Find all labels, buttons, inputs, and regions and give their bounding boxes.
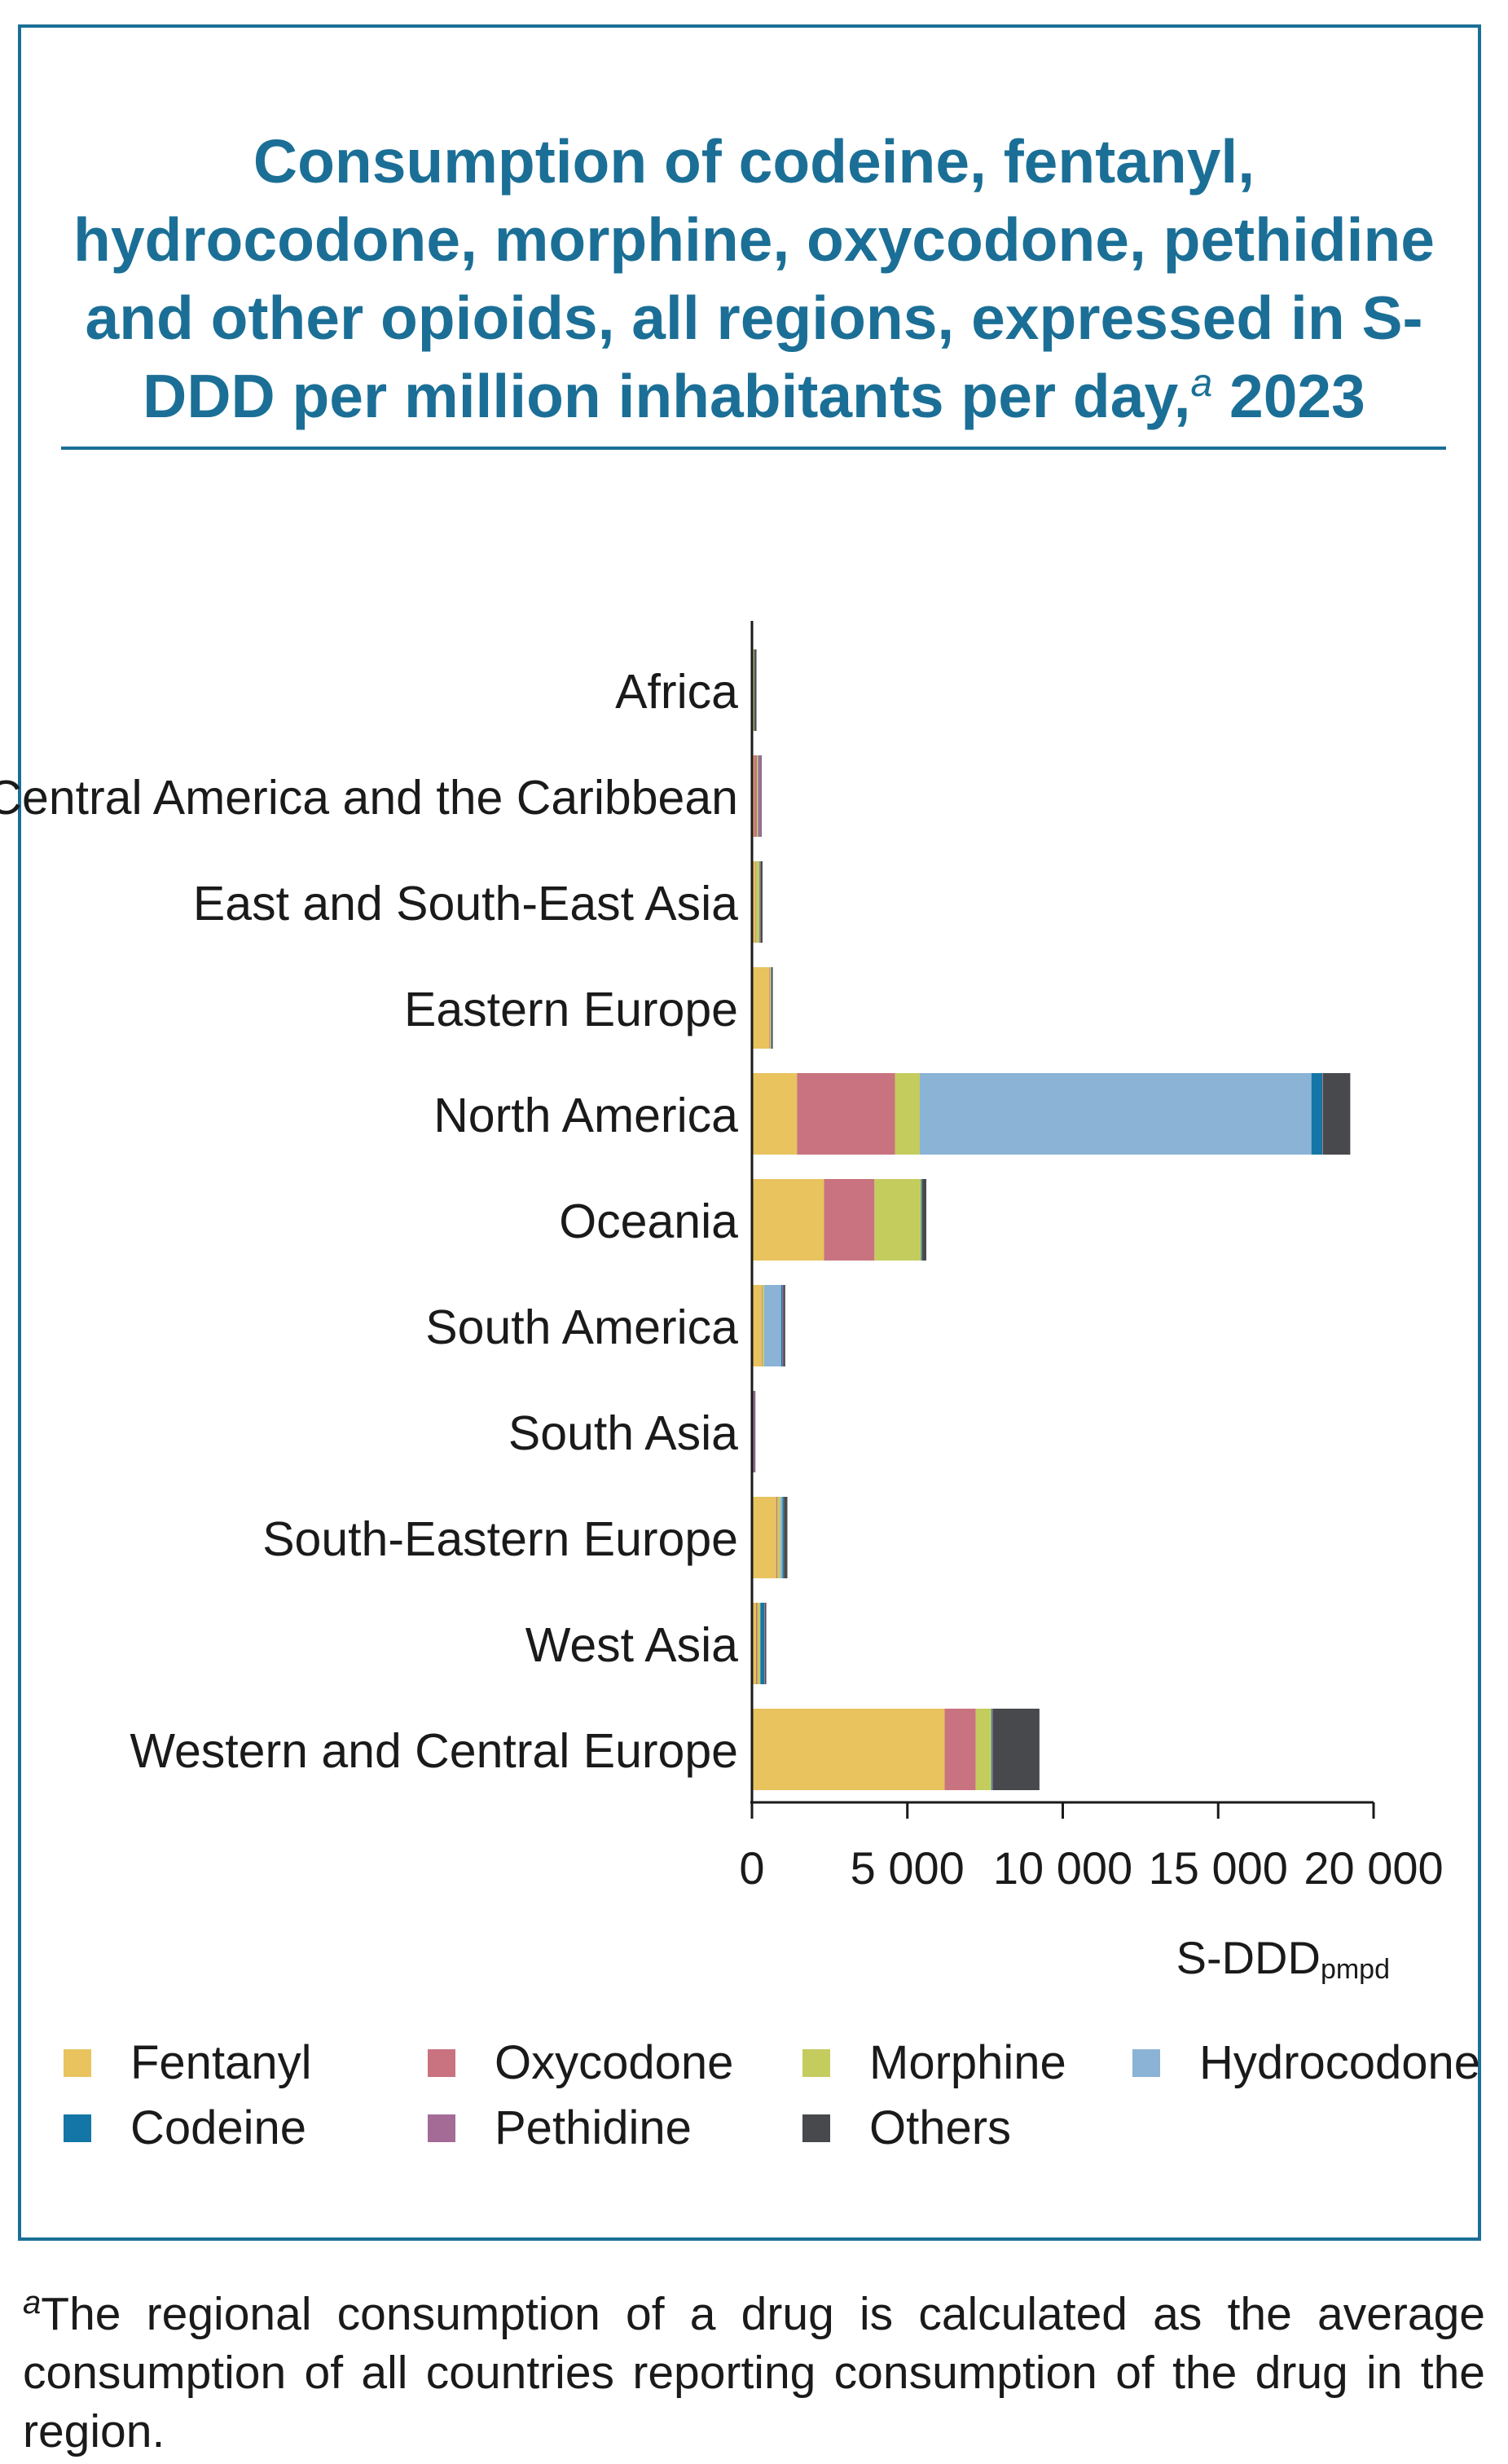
category-label-africa: Africa: [615, 665, 738, 719]
bar-south-eastern-europe-pethidine: [783, 1497, 785, 1578]
bar-eastern-europe-others: [772, 967, 773, 1049]
bar-north-america-pethidine: [1322, 1073, 1323, 1155]
category-label-western-and-central-europe: Western and Central Europe: [130, 1724, 738, 1778]
bar-east-and-south-east-asia-morphine: [755, 861, 760, 943]
bar-east-and-south-east-asia-pethidine: [759, 861, 761, 943]
footnote-text: The regional consumption of a drug is ca…: [23, 2288, 1485, 2457]
bar-east-and-south-east-asia-fentanyl: [752, 861, 755, 943]
bar-north-america-codeine: [1311, 1073, 1323, 1155]
bar-south-eastern-europe-fentanyl: [752, 1497, 776, 1578]
bar-central-america-and-the-caribbean-pethidine: [758, 755, 762, 837]
category-label-south-asia: South Asia: [508, 1406, 738, 1460]
bar-eastern-europe-fentanyl: [752, 967, 770, 1049]
x-axis-label-sub: pmpd: [1321, 1954, 1390, 1985]
bar-west-asia-oxycodone: [755, 1603, 758, 1684]
x-axis-label-main: S-DDD: [1176, 1932, 1321, 1983]
bar-west-asia-fentanyl: [752, 1603, 756, 1684]
bar-western-and-central-europe-oxycodone: [944, 1709, 976, 1790]
bar-western-and-central-europe-pethidine: [991, 1709, 993, 1790]
category-label-west-asia: West Asia: [525, 1618, 738, 1672]
bar-south-america-codeine: [780, 1285, 783, 1366]
bar-south-eastern-europe-morphine: [777, 1497, 781, 1578]
footnote-marker: a: [23, 2285, 42, 2321]
bar-eastern-europe-oxycodone: [769, 967, 771, 1049]
x-tick-label-10000: 10 000: [993, 1842, 1132, 1894]
category-label-south-america: South America: [425, 1300, 738, 1354]
bar-oceania-pethidine: [921, 1179, 923, 1261]
bar-eastern-europe-morphine: [770, 967, 772, 1049]
bar-central-america-and-the-caribbean-oxycodone: [754, 755, 758, 837]
bar-south-eastern-europe-oxycodone: [776, 1497, 778, 1578]
title-main: Consumption of codeine, fentanyl, hydroc…: [73, 127, 1435, 430]
bar-western-and-central-europe-others: [992, 1709, 1040, 1790]
bar-oceania-codeine: [921, 1179, 922, 1261]
bar-oceania-fentanyl: [752, 1179, 824, 1261]
bar-east-and-south-east-asia-oxycodone: [754, 861, 756, 943]
bar-oceania-morphine: [874, 1179, 921, 1261]
bar-south-asia-others: [754, 1391, 756, 1472]
bar-western-and-central-europe-fentanyl: [752, 1709, 945, 1790]
chart-frame: [18, 24, 1481, 2241]
bar-west-asia-morphine: [757, 1603, 761, 1684]
bar-central-america-and-the-caribbean-codeine: [758, 755, 759, 837]
bar-south-america-pethidine: [782, 1285, 784, 1366]
category-label-oceania: Oceania: [559, 1195, 738, 1248]
category-label-east-and-south-east-asia: East and South-East Asia: [193, 877, 738, 931]
x-tick-label-5000: 5 000: [851, 1842, 965, 1894]
title-rule: [61, 447, 1446, 450]
axes-group: [750, 621, 1375, 1819]
x-tick-label-15000: 15 000: [1149, 1842, 1288, 1894]
bar-north-america-fentanyl: [752, 1073, 798, 1155]
bar-africa-others: [754, 649, 757, 731]
bar-south-asia-pethidine: [753, 1391, 755, 1472]
bars-group: [752, 649, 1351, 1790]
bar-north-america-morphine: [895, 1073, 921, 1155]
category-label-eastern-europe: Eastern Europe: [404, 983, 738, 1036]
bar-south-america-morphine: [762, 1285, 764, 1366]
bar-south-america-oxycodone: [761, 1285, 763, 1366]
bar-africa-pethidine: [754, 649, 755, 731]
x-tick-label-20000: 20 000: [1304, 1842, 1443, 1894]
bar-western-and-central-europe-morphine: [975, 1709, 991, 1790]
x-tick-label-0: 0: [739, 1842, 764, 1894]
bar-south-america-hydrocodone: [763, 1285, 781, 1366]
x-axis-label: S-DDDpmpd: [1176, 1932, 1390, 1985]
bar-south-america-fentanyl: [752, 1285, 762, 1366]
bar-west-asia-others: [765, 1603, 767, 1684]
bar-oceania-others: [922, 1179, 927, 1261]
footnote: aThe regional consumption of a drug is c…: [23, 2273, 1485, 2461]
labels-group: Africa Central America and the Caribbean E…: [0, 665, 1444, 1985]
title-footnote-marker: a: [1190, 362, 1213, 405]
chart-title: Consumption of codeine, fentanyl, hydroc…: [49, 122, 1459, 435]
bar-oceania-oxycodone: [824, 1179, 875, 1261]
category-label-north-america: North America: [433, 1089, 738, 1142]
title-year: 2023: [1212, 362, 1365, 430]
category-label-south-eastern-europe: South-Eastern Europe: [262, 1512, 738, 1566]
bar-south-eastern-europe-codeine: [782, 1497, 784, 1578]
bar-north-america-oxycodone: [797, 1073, 895, 1155]
bar-south-eastern-europe-others: [784, 1497, 788, 1578]
bar-north-america-others: [1322, 1073, 1351, 1155]
bar-eastern-europe-codeine: [771, 967, 772, 1049]
bar-south-eastern-europe-hydrocodone: [780, 1497, 783, 1578]
bar-west-asia-codeine: [760, 1603, 765, 1684]
bar-east-and-south-east-asia-others: [760, 861, 763, 943]
bar-west-asia-pethidine: [764, 1603, 766, 1684]
bar-south-america-others: [783, 1285, 785, 1366]
bar-east-and-south-east-asia-codeine: [759, 861, 760, 943]
bar-central-america-and-the-caribbean-others: [761, 755, 762, 837]
bar-central-america-and-the-caribbean-morphine: [757, 755, 758, 837]
bar-africa-morphine: [752, 649, 754, 731]
category-label-central-america-and-the-caribbean: Central America and the Caribbean: [0, 771, 738, 825]
bar-north-america-hydrocodone: [920, 1073, 1312, 1155]
bar-western-and-central-europe-codeine: [991, 1709, 992, 1790]
